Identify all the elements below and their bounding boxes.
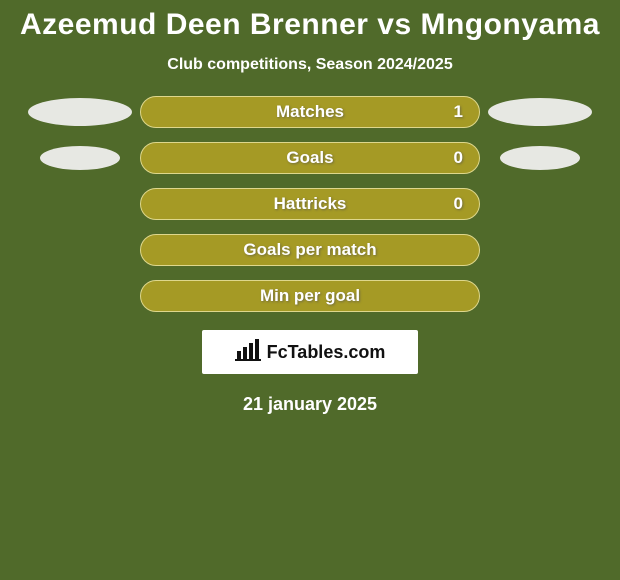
brand-text: FcTables.com [267, 342, 386, 363]
player-ellipse-right [488, 98, 592, 126]
stat-row-goals-per-match: Goals per match [0, 234, 620, 266]
stat-label: Goals per match [141, 240, 479, 260]
brand-box: FcTables.com [202, 330, 418, 374]
player-ellipse-left [28, 98, 132, 126]
stat-value: 0 [454, 148, 463, 168]
stat-row-min-per-goal: Min per goal [0, 280, 620, 312]
stat-bar: Min per goal [140, 280, 480, 312]
stat-label: Min per goal [141, 286, 479, 306]
page-title: Azeemud Deen Brenner vs Mngonyama [0, 0, 620, 42]
stat-bar: Matches 1 [140, 96, 480, 128]
subtitle: Club competitions, Season 2024/2025 [0, 56, 620, 74]
right-side [480, 98, 600, 126]
left-side [20, 98, 140, 126]
right-side [480, 146, 600, 170]
stat-bar: Goals per match [140, 234, 480, 266]
player-ellipse-right [500, 146, 580, 170]
chart-bar-icon [235, 339, 261, 366]
stat-value: 1 [454, 102, 463, 122]
stat-label: Matches [141, 102, 479, 122]
stat-bar: Hattricks 0 [140, 188, 480, 220]
stat-label: Hattricks [141, 194, 479, 214]
stat-rows: Matches 1 Goals 0 Hattricks 0 [0, 96, 620, 312]
stat-value: 0 [454, 194, 463, 214]
stat-row-matches: Matches 1 [0, 96, 620, 128]
stat-row-goals: Goals 0 [0, 142, 620, 174]
stat-row-hattricks: Hattricks 0 [0, 188, 620, 220]
player-ellipse-left [40, 146, 120, 170]
left-side [20, 146, 140, 170]
stat-bar: Goals 0 [140, 142, 480, 174]
comparison-infographic: Azeemud Deen Brenner vs Mngonyama Club c… [0, 0, 620, 580]
stat-label: Goals [141, 148, 479, 168]
date-footer: 21 january 2025 [0, 394, 620, 415]
